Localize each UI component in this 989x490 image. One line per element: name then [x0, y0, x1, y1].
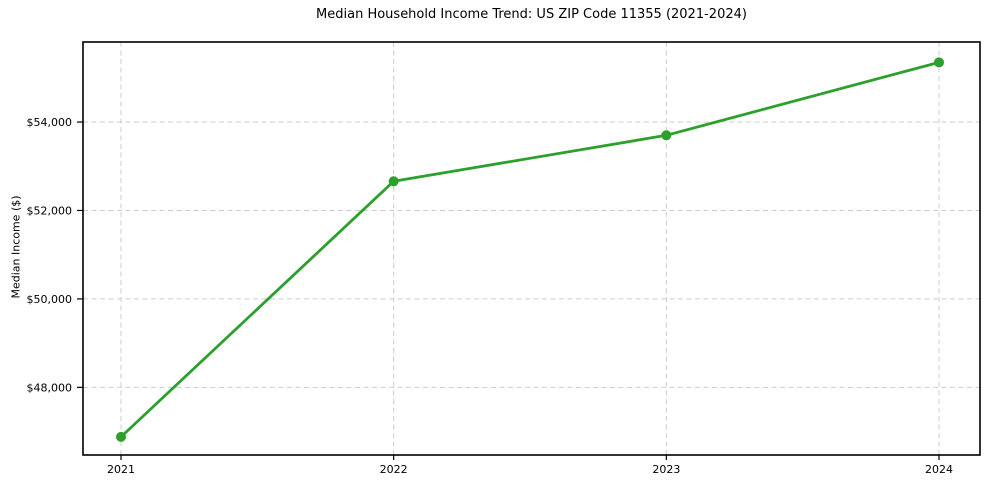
trend-line — [119, 60, 941, 439]
y-tick-label: $50,000 — [27, 293, 73, 306]
x-tick-label: 2022 — [380, 463, 408, 476]
x-tick-label: 2021 — [107, 463, 135, 476]
data-point — [661, 130, 672, 141]
data-point — [934, 57, 944, 68]
x-tick-label: 2023 — [652, 463, 680, 476]
y-tick-label: $48,000 — [27, 381, 73, 394]
plot-border — [82, 41, 981, 456]
y-tick-label: $54,000 — [27, 116, 73, 129]
data-point — [388, 176, 399, 187]
x-tick-label: 2024 — [925, 463, 953, 476]
chart-title: Median Household Income Trend: US ZIP Co… — [316, 7, 747, 22]
data-point — [116, 431, 126, 442]
y-tick-label: $52,000 — [27, 204, 73, 217]
